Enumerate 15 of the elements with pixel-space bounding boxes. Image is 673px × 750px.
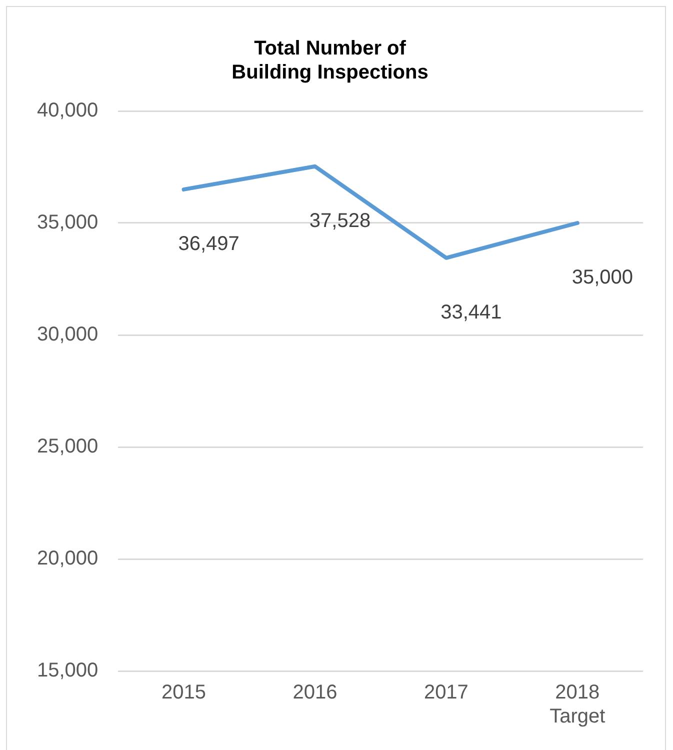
x-tick-label: 2017 [424,682,468,704]
y-tick-label: 15,000 [37,660,98,682]
y-tick-label: 25,000 [37,436,98,458]
x-tick-label: 2015 [162,682,206,704]
data-label: 33,441 [440,301,502,324]
y-tick-label: 20,000 [37,548,98,570]
y-tick-label: 40,000 [37,100,98,122]
y-tick-label: 30,000 [37,324,98,346]
x-tick-label: 2018 Target [550,682,606,728]
data-label: 37,528 [309,210,371,232]
y-tick-label: 35,000 [37,212,98,234]
data-label: 36,497 [178,232,240,255]
data-label: 35,000 [572,266,633,289]
x-tick-label: 2016 [292,682,338,704]
chart-title: Total Number of Building Inspections [232,38,428,84]
